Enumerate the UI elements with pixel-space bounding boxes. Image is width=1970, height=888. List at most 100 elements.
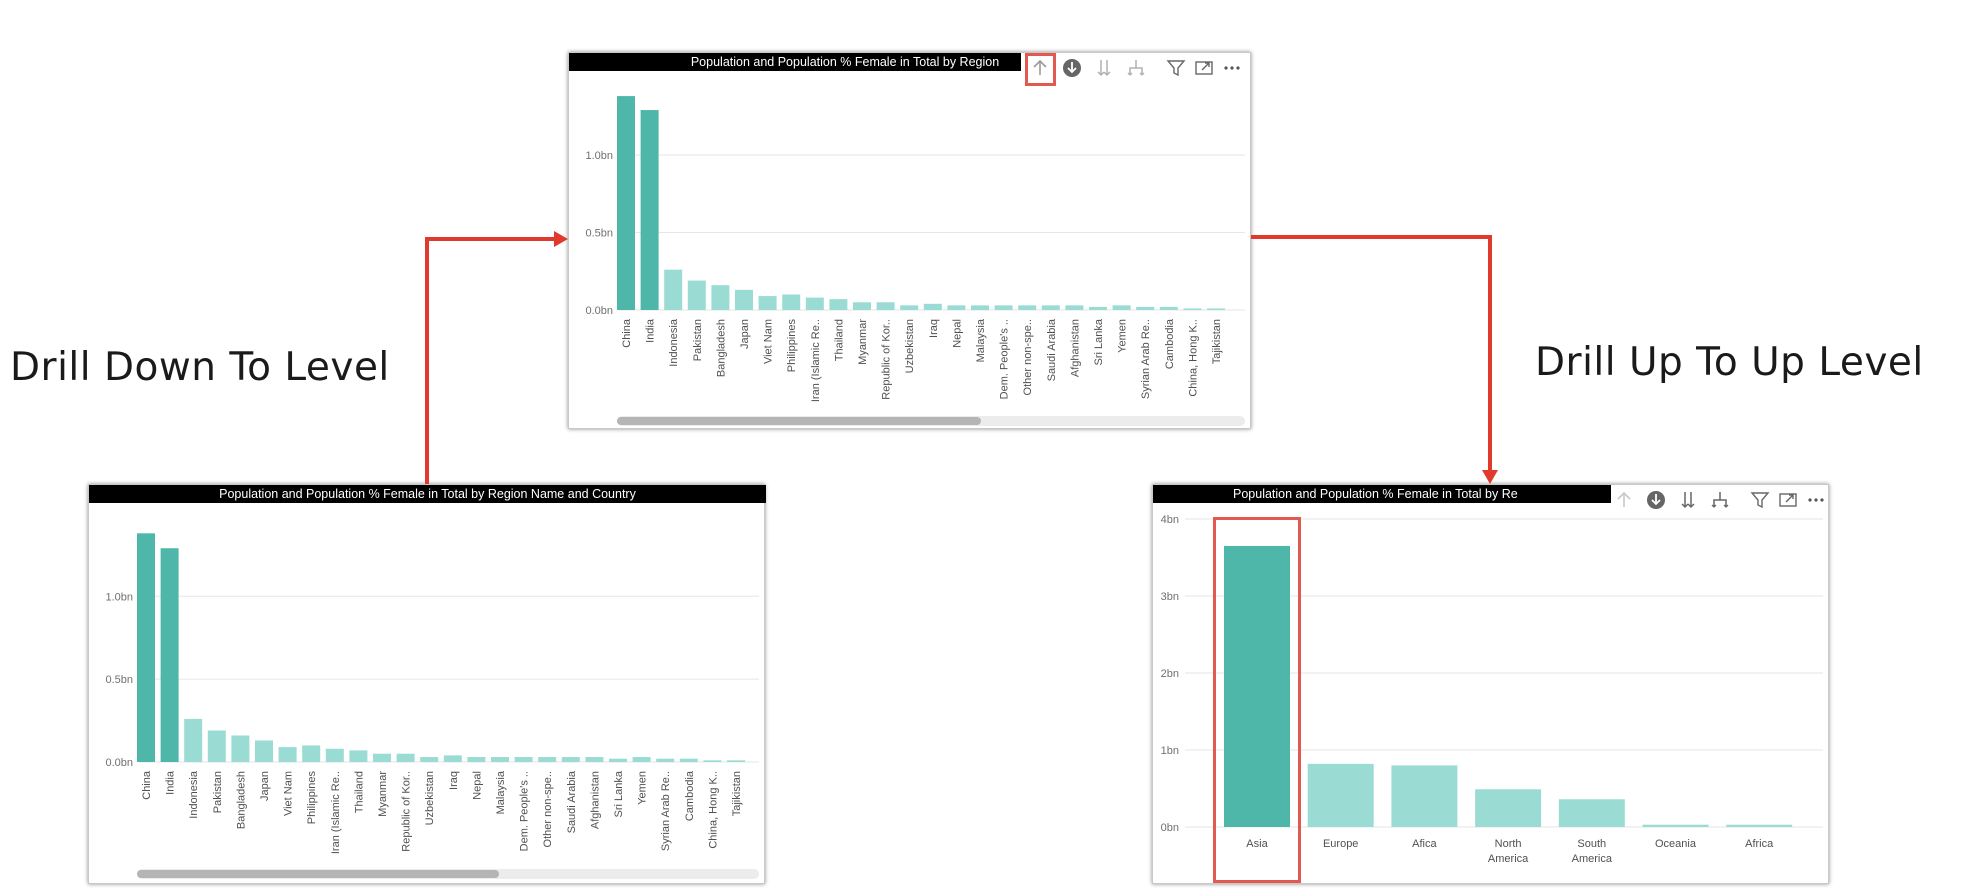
drill-down-icon[interactable] xyxy=(1645,489,1667,511)
drill-up-icon[interactable] xyxy=(1613,489,1635,511)
bar xyxy=(1391,765,1458,827)
bar xyxy=(1726,824,1793,827)
bar xyxy=(805,297,824,310)
bar xyxy=(656,758,675,762)
x-category-label: Syrian Arab Re.. xyxy=(1140,319,1152,399)
expand-next-level-icon[interactable] xyxy=(1093,57,1115,79)
x-category-label: Other non-spe.. xyxy=(1022,319,1034,395)
x-category-label: Yemen xyxy=(637,771,649,805)
chart-title: Population and Population % Female in To… xyxy=(1153,485,1611,503)
x-category-label: Iraq xyxy=(448,771,460,790)
filter-icon[interactable] xyxy=(1749,489,1771,511)
bar xyxy=(727,760,745,762)
bar xyxy=(255,740,273,762)
x-category-label: South America xyxy=(1572,838,1613,865)
horizontal-scrollbar[interactable] xyxy=(137,869,759,879)
asia-highlight xyxy=(1213,517,1301,883)
x-category-label: Malaysia xyxy=(975,318,987,362)
chart-panel-bottom-right[interactable]: Population and Population % Female in To… xyxy=(1152,484,1829,884)
x-category-label: India xyxy=(165,770,177,795)
chart-bottom-left-svg: 0.0bn 0.5bn 1.0bn China India Indonesia Pakist… xyxy=(105,533,759,854)
x-category-label: Indonesia xyxy=(668,318,680,367)
y-tick-label: 1.0bn xyxy=(585,150,613,162)
x-category-label: Iran (Islamic Re.. xyxy=(810,319,822,402)
y-tick-label: 2bn xyxy=(1161,668,1179,680)
bar xyxy=(876,302,895,310)
bar xyxy=(853,302,871,310)
filter-icon[interactable] xyxy=(1165,57,1187,79)
x-category-label: Iraq xyxy=(928,319,940,338)
x-category-label: Afghanistan xyxy=(1069,319,1081,377)
bar xyxy=(325,748,344,762)
x-category-label-line: America xyxy=(1572,853,1613,865)
y-tick-label: 3bn xyxy=(1161,591,1179,603)
horizontal-scrollbar[interactable] xyxy=(617,416,1245,426)
bar xyxy=(561,757,580,762)
x-category-label: Cambodia xyxy=(1164,318,1176,369)
x-category-label-line: Afica xyxy=(1412,838,1437,850)
bar xyxy=(514,757,533,762)
scroll-thumb[interactable] xyxy=(617,417,981,425)
chart-title: Population and Population % Female in To… xyxy=(569,53,1021,71)
x-category-label: China xyxy=(621,318,633,348)
bar xyxy=(1136,306,1155,310)
bar xyxy=(1159,306,1178,310)
bar xyxy=(1307,763,1374,827)
x-category-label: Sri Lanka xyxy=(613,770,625,817)
more-options-icon[interactable] xyxy=(1805,489,1827,511)
drill-up-icon[interactable] xyxy=(1029,57,1051,79)
chart-title: Population and Population % Female in To… xyxy=(89,485,766,503)
x-category-label: Philippines xyxy=(786,319,798,373)
bar xyxy=(664,269,683,310)
bar xyxy=(829,299,848,310)
chart-panel-top[interactable]: Population and Population % Female in To… xyxy=(568,52,1251,429)
bar xyxy=(302,745,321,762)
bar xyxy=(782,294,801,310)
y-tick-label: 0.0bn xyxy=(105,757,133,769)
x-category-label: Japan xyxy=(259,771,271,801)
bar xyxy=(1065,305,1084,310)
more-options-icon[interactable] xyxy=(1221,57,1243,79)
x-category-label: Malaysia xyxy=(495,770,507,814)
x-category-label: Uzbekistan xyxy=(904,319,916,373)
bar xyxy=(538,757,557,762)
expand-hierarchy-icon[interactable] xyxy=(1125,57,1147,79)
y-tick-label: 0.5bn xyxy=(105,674,133,686)
x-category-label: Bangladesh xyxy=(715,319,727,377)
x-category-label-line: Asia xyxy=(1246,838,1268,850)
focus-mode-icon[interactable] xyxy=(1193,57,1215,79)
x-category-label: Pakistan xyxy=(212,771,224,813)
x-category-label: Oceania xyxy=(1655,838,1697,850)
bar xyxy=(617,96,635,310)
bar xyxy=(1183,308,1202,310)
x-category-label: Myanmar xyxy=(377,771,389,817)
x-category-label: Africa xyxy=(1745,838,1774,850)
bar xyxy=(396,753,415,762)
expand-next-level-icon[interactable] xyxy=(1677,489,1699,511)
bar xyxy=(687,280,706,310)
scroll-thumb[interactable] xyxy=(137,870,499,878)
visual-toolbar xyxy=(1029,57,1253,79)
drill-down-icon[interactable] xyxy=(1061,57,1083,79)
x-category-label: Afghanistan xyxy=(589,771,601,829)
x-category-label: Cambodia xyxy=(684,770,696,821)
bar xyxy=(994,305,1013,310)
bar xyxy=(1207,308,1225,310)
x-category-label: Tajikistan xyxy=(1211,319,1223,364)
x-category-label: Thailand xyxy=(833,319,845,361)
bar xyxy=(711,285,730,310)
x-category-label: Nepal xyxy=(951,319,963,348)
focus-mode-icon[interactable] xyxy=(1777,489,1799,511)
bar xyxy=(1475,789,1542,827)
drill-up-label: Drill Up To Up Level xyxy=(1535,340,1924,385)
x-category-label: Japan xyxy=(739,319,751,349)
x-category-label: Indonesia xyxy=(188,770,200,819)
chart-panel-bottom-left[interactable]: Population and Population % Female in To… xyxy=(88,484,766,884)
x-category-label: Sri Lanka xyxy=(1093,318,1105,365)
bar xyxy=(184,718,203,762)
expand-hierarchy-icon[interactable] xyxy=(1709,489,1731,511)
bar xyxy=(1089,306,1107,310)
x-category-label-line: South xyxy=(1577,838,1606,850)
bar xyxy=(443,755,462,762)
bar xyxy=(467,757,486,762)
